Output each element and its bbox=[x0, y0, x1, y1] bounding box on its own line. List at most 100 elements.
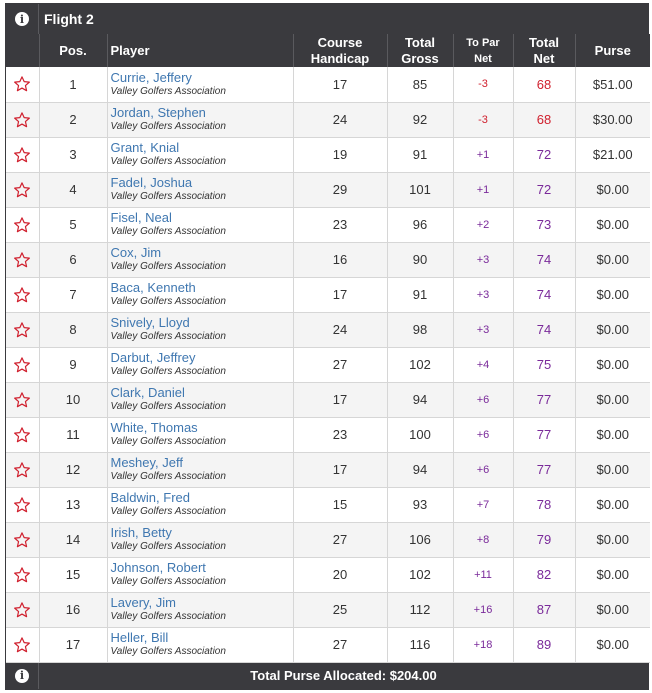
player-name-link[interactable]: Jordan, Stephen bbox=[110, 105, 206, 120]
player-name-link[interactable]: Irish, Betty bbox=[110, 525, 172, 540]
table-row: 17 Heller, Bill Valley Golfers Association… bbox=[6, 627, 650, 663]
total-gross-cell: 85 bbox=[387, 67, 454, 103]
total-gross-cell: 116 bbox=[387, 627, 454, 663]
course-handicap-cell: 29 bbox=[293, 172, 388, 208]
player-club: Valley Golfers Association bbox=[110, 541, 226, 552]
player-cell: Irish, Betty Valley Golfers Association bbox=[107, 522, 294, 558]
star-icon[interactable] bbox=[13, 216, 31, 234]
player-club: Valley Golfers Association bbox=[110, 436, 226, 447]
favorite-cell bbox=[6, 382, 40, 418]
total-net-column-header[interactable]: Total Net bbox=[513, 34, 576, 67]
table-row: 11 White, Thomas Valley Golfers Associatio… bbox=[6, 417, 650, 453]
course-handicap-cell: 24 bbox=[293, 102, 388, 138]
player-club: Valley Golfers Association bbox=[110, 646, 226, 657]
star-icon[interactable] bbox=[13, 111, 31, 129]
player-name-link[interactable]: Snively, Lloyd bbox=[110, 315, 190, 330]
player-cell: Jordan, Stephen Valley Golfers Associatio… bbox=[107, 102, 294, 138]
star-icon[interactable] bbox=[13, 251, 31, 269]
table-row: 12 Meshey, Jeff Valley Golfers Association… bbox=[6, 452, 650, 488]
to-par-net-cell: +6 bbox=[453, 417, 514, 453]
total-net-cell: 87 bbox=[513, 592, 576, 628]
player-name-link[interactable]: Baca, Kenneth bbox=[110, 280, 196, 295]
player-name-link[interactable]: White, Thomas bbox=[110, 420, 198, 435]
player-column-header[interactable]: Player bbox=[107, 34, 294, 67]
star-icon[interactable] bbox=[13, 75, 31, 93]
star-icon[interactable] bbox=[13, 566, 31, 584]
to-par-net-cell: +2 bbox=[453, 207, 514, 243]
player-name-link[interactable]: Fadel, Joshua bbox=[110, 175, 193, 190]
player-cell: Johnson, Robert Valley Golfers Associatio… bbox=[107, 557, 294, 593]
player-club: Valley Golfers Association bbox=[110, 226, 226, 237]
course-handicap-column-header[interactable]: Course Handicap bbox=[293, 34, 388, 67]
total-purse-text: Total Purse Allocated: $204.00 bbox=[250, 668, 437, 683]
player-club: Valley Golfers Association bbox=[110, 576, 226, 587]
player-name-link[interactable]: Meshey, Jeff bbox=[110, 455, 184, 470]
star-icon[interactable] bbox=[13, 461, 31, 479]
player-name-link[interactable]: Currie, Jeffery bbox=[110, 69, 192, 85]
player-club: Valley Golfers Association bbox=[110, 121, 226, 132]
player-cell: Lavery, Jim Valley Golfers Association bbox=[107, 592, 294, 628]
player-club: Valley Golfers Association bbox=[110, 401, 226, 412]
player-cell: Snively, Lloyd Valley Golfers Association bbox=[107, 312, 294, 348]
player-name-link[interactable]: Heller, Bill bbox=[110, 630, 169, 645]
total-net-cell: 82 bbox=[513, 557, 576, 593]
total-gross-column-header[interactable]: Total Gross bbox=[387, 34, 454, 67]
course-handicap-cell: 23 bbox=[293, 417, 388, 453]
player-name-link[interactable]: Fisel, Neal bbox=[110, 210, 172, 225]
player-name-link[interactable]: Lavery, Jim bbox=[110, 595, 177, 610]
star-icon[interactable] bbox=[13, 356, 31, 374]
total-net-cell: 75 bbox=[513, 347, 576, 383]
player-club: Valley Golfers Association bbox=[110, 366, 226, 377]
table-row: 13 Baldwin, Fred Valley Golfers Associatio… bbox=[6, 487, 650, 523]
to-par-net-cell: -3 bbox=[453, 102, 514, 138]
total-gross-cell: 94 bbox=[387, 382, 454, 418]
favorite-cell bbox=[6, 172, 40, 208]
player-name-link[interactable]: Grant, Knial bbox=[110, 140, 180, 155]
favorite-cell bbox=[6, 592, 40, 628]
total-net-cell: 72 bbox=[513, 137, 576, 173]
player-cell: White, Thomas Valley Golfers Association bbox=[107, 417, 294, 453]
to-par-net-cell: +16 bbox=[453, 592, 514, 628]
player-club: Valley Golfers Association bbox=[110, 471, 226, 482]
star-icon[interactable] bbox=[13, 426, 31, 444]
pos-cell: 13 bbox=[39, 487, 108, 523]
purse-cell: $21.00 bbox=[575, 137, 650, 173]
footer-info-button[interactable]: i bbox=[6, 662, 39, 689]
player-name-link[interactable]: Clark, Daniel bbox=[110, 385, 185, 400]
total-net-cell: 77 bbox=[513, 417, 576, 453]
table-row: 4 Fadel, Joshua Valley Golfers Association… bbox=[6, 172, 650, 208]
favorite-cell bbox=[6, 102, 40, 138]
pos-column-header[interactable]: Pos. bbox=[39, 34, 108, 67]
player-cell: Fisel, Neal Valley Golfers Association bbox=[107, 207, 294, 243]
star-icon[interactable] bbox=[13, 391, 31, 409]
player-name-link[interactable]: Baldwin, Fred bbox=[110, 490, 190, 505]
total-net-cell: 79 bbox=[513, 522, 576, 558]
star-icon[interactable] bbox=[13, 181, 31, 199]
total-net-cell: 73 bbox=[513, 207, 576, 243]
purse-column-header[interactable]: Purse bbox=[575, 34, 650, 67]
star-icon[interactable] bbox=[13, 146, 31, 164]
star-icon[interactable] bbox=[13, 286, 31, 304]
favorite-cell bbox=[6, 207, 40, 243]
star-icon[interactable] bbox=[13, 496, 31, 514]
table-row: 7 Baca, Kenneth Valley Golfers Association… bbox=[6, 277, 650, 313]
player-name-link[interactable]: Darbut, Jeffrey bbox=[110, 350, 196, 365]
to-par-net-column-header[interactable]: To Par Net bbox=[453, 34, 514, 67]
star-icon[interactable] bbox=[13, 636, 31, 654]
total-gross-cell: 96 bbox=[387, 207, 454, 243]
player-name-link[interactable]: Johnson, Robert bbox=[110, 560, 206, 575]
star-icon[interactable] bbox=[13, 321, 31, 339]
course-handicap-cell: 27 bbox=[293, 627, 388, 663]
table-row: 15 Johnson, Robert Valley Golfers Associat… bbox=[6, 557, 650, 593]
to-par-net-cell: +3 bbox=[453, 242, 514, 278]
star-icon[interactable] bbox=[13, 531, 31, 549]
purse-cell: $0.00 bbox=[575, 592, 650, 628]
course-handicap-cell: 25 bbox=[293, 592, 388, 628]
total-gross-cell: 90 bbox=[387, 242, 454, 278]
table-row: 1 Currie, Jeffery Valley Golfers Associati… bbox=[6, 67, 650, 103]
info-button[interactable]: i bbox=[6, 4, 39, 34]
star-icon[interactable] bbox=[13, 601, 31, 619]
total-gross-cell: 93 bbox=[387, 487, 454, 523]
to-par-net-cell: +18 bbox=[453, 627, 514, 663]
player-name-link[interactable]: Cox, Jim bbox=[110, 245, 162, 260]
